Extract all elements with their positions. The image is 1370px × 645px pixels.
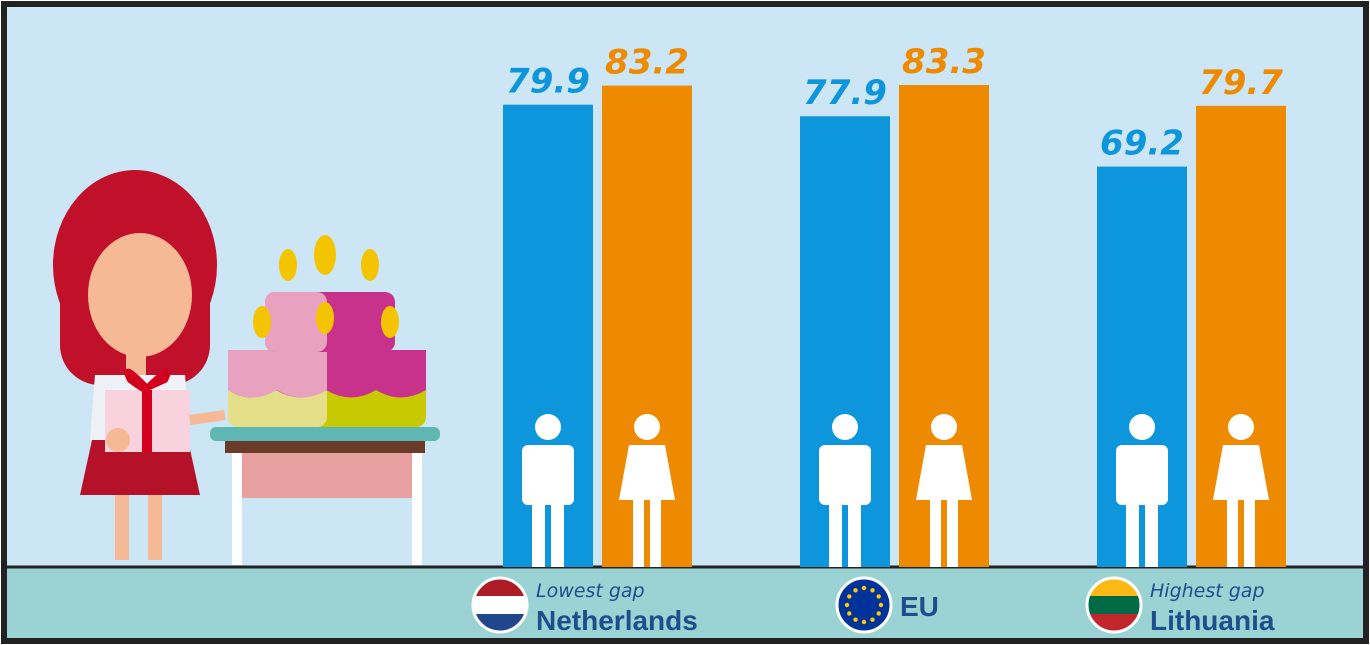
man-icon <box>819 414 871 567</box>
value-label: 83.2 <box>605 43 689 83</box>
icon-head <box>1129 414 1155 440</box>
icon-body <box>619 445 675 500</box>
bar <box>1097 166 1187 567</box>
value-label: 69.2 <box>1100 124 1184 164</box>
category-note: Lowest gap <box>536 580 645 602</box>
icon-body <box>1213 445 1269 500</box>
flag-stripe <box>473 596 527 614</box>
flag-stripe <box>1087 596 1141 614</box>
icon-leg <box>930 500 941 567</box>
flag-star <box>870 588 875 593</box>
icon-leg <box>551 500 564 567</box>
icon-leg <box>829 500 842 567</box>
flag-star <box>861 619 867 625</box>
icon-head <box>634 414 660 440</box>
icon-head <box>1228 414 1254 440</box>
flag-rim <box>1085 576 1143 634</box>
man-icon <box>1116 414 1168 567</box>
value-label: 79.7 <box>1199 63 1283 103</box>
flag-star <box>876 611 881 616</box>
value-label: 77.9 <box>803 73 887 113</box>
icon-body <box>916 445 972 500</box>
icon-leg <box>947 500 958 567</box>
icon-body <box>522 445 574 505</box>
icon-leg <box>633 500 644 567</box>
category-note: Highest gap <box>1150 580 1265 602</box>
icon-body <box>1116 445 1168 505</box>
icon-leg <box>1244 500 1255 567</box>
flag-star <box>847 594 852 599</box>
category-label: EU <box>900 591 939 622</box>
flag-icon <box>835 576 893 634</box>
flag-icon <box>471 576 529 634</box>
woman-icon <box>1213 414 1269 567</box>
flag-star <box>844 602 850 608</box>
flag-star <box>876 594 881 599</box>
icon-head <box>535 414 561 440</box>
flag-star <box>861 585 867 591</box>
flag-star <box>878 602 884 608</box>
woman-icon <box>916 414 972 567</box>
icon-head <box>931 414 957 440</box>
value-label: 79.9 <box>506 62 590 102</box>
flag-rim <box>471 576 529 634</box>
flag-rim <box>835 576 893 634</box>
value-label: 83.3 <box>902 42 986 82</box>
category-label: Netherlands <box>536 605 698 636</box>
flag-field <box>837 578 891 632</box>
flag-star <box>853 617 858 622</box>
cake-illustration <box>210 235 440 565</box>
icon-leg <box>1126 500 1139 567</box>
flag-icon <box>1085 576 1143 634</box>
icon-leg <box>848 500 861 567</box>
category-label: Lithuania <box>1150 605 1275 636</box>
flag-star <box>870 617 875 622</box>
woman-icon <box>619 414 675 567</box>
flag-star <box>853 588 858 593</box>
icon-leg <box>650 500 661 567</box>
flag-star <box>847 611 852 616</box>
girl-illustration <box>53 170 226 560</box>
icon-leg <box>532 500 545 567</box>
icon-head <box>832 414 858 440</box>
icon-leg <box>1145 500 1158 567</box>
man-icon <box>522 414 574 567</box>
icon-leg <box>1227 500 1238 567</box>
icon-body <box>819 445 871 505</box>
